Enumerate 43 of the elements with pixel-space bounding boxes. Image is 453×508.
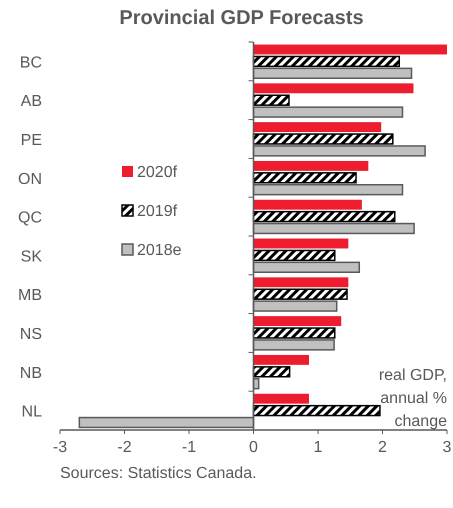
x-tick-label: 3 bbox=[442, 439, 452, 456]
x-tick-label: 1 bbox=[314, 439, 323, 456]
y-tick-label: NS bbox=[20, 326, 42, 343]
y-tick-label: AB bbox=[20, 93, 42, 110]
bar bbox=[252, 133, 394, 145]
x-tick-label: 2 bbox=[378, 439, 388, 456]
bar bbox=[252, 250, 336, 262]
bar bbox=[254, 83, 414, 94]
bar bbox=[252, 366, 290, 378]
y-tick-label: ON bbox=[18, 170, 42, 188]
bar bbox=[254, 200, 362, 210]
bar bbox=[252, 172, 357, 184]
x-tick-label: -2 bbox=[117, 439, 132, 456]
x-tick-label: -3 bbox=[52, 439, 68, 456]
source-note: Sources: Statistics Canada. bbox=[60, 465, 257, 482]
bar bbox=[254, 316, 342, 326]
y-tick-label: SK bbox=[20, 248, 42, 266]
bar bbox=[252, 210, 396, 222]
y-tick-label: NB bbox=[20, 364, 42, 382]
legend-label: 2019f bbox=[137, 203, 178, 220]
chart-title: Provincial GDP Forecasts bbox=[119, 7, 364, 29]
bar bbox=[254, 122, 382, 132]
bar bbox=[254, 238, 348, 248]
bar bbox=[252, 404, 381, 416]
legend-label: 2020f bbox=[137, 164, 178, 181]
y-tick-label: BC bbox=[20, 54, 42, 72]
bar bbox=[254, 354, 309, 365]
bar bbox=[254, 44, 447, 54]
bar bbox=[252, 94, 290, 106]
bar bbox=[254, 160, 368, 171]
y-tick-label: NL bbox=[22, 404, 42, 421]
bar bbox=[252, 327, 336, 339]
x-tick-label: -1 bbox=[182, 439, 196, 456]
y-tick-label: MB bbox=[18, 287, 42, 304]
legend-label: 2018e bbox=[137, 242, 182, 259]
bar bbox=[254, 277, 348, 288]
bar bbox=[252, 56, 400, 68]
annotation: real GDP, annual % change bbox=[378, 367, 448, 430]
bar bbox=[254, 394, 309, 404]
x-tick-label: 0 bbox=[249, 439, 258, 456]
y-tick-label: PE bbox=[20, 132, 42, 149]
y-tick-label: QC bbox=[18, 210, 42, 227]
bar bbox=[252, 288, 348, 300]
